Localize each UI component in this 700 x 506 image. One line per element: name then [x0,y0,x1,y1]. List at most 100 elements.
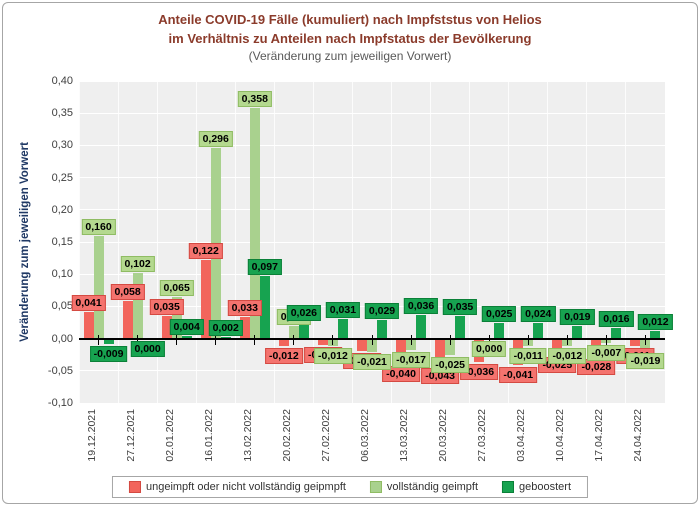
x-tick-label: 02.01.2022 [163,409,176,462]
y-gridline [79,177,665,179]
y-tick-label: -0,05 [47,364,73,377]
bar-ungeimpft [630,338,641,346]
data-label: 0,036 [403,298,439,315]
legend-item: geboostert [502,481,571,493]
bar-geboostert [103,338,114,345]
chart-title-line1: Anteile COVID-19 Fälle (kumuliert) nach … [158,12,542,27]
bar-ungeimpft [435,338,446,367]
axis-tick-mark [605,334,607,345]
x-tick-label: 20.03.2022 [437,409,450,462]
bar-geboostert [650,330,661,339]
axis-tick-mark [176,334,178,345]
x-gridline [586,81,588,403]
data-label: -0,019 [626,352,665,369]
y-tick-label: -0,10 [47,397,73,409]
data-label: 0,031 [325,301,361,318]
x-tick-label: 27.03.2022 [476,409,489,462]
data-label: -0,012 [548,348,587,365]
bar-geboostert [416,315,427,339]
data-label: -0,025 [431,356,470,373]
x-gridline [664,81,666,403]
x-gridline [547,81,549,403]
axis-tick-mark [332,334,334,345]
axis-tick-mark [449,334,451,345]
axis-tick-mark [527,334,529,345]
bar-vollstaendig [132,272,143,339]
x-gridline [273,81,275,403]
data-label: -0,041 [499,367,538,383]
x-gridline [351,81,353,403]
y-tick-label: 0,05 [51,300,73,313]
data-label: -0,007 [587,345,626,362]
axis-tick-mark [566,334,568,345]
bar-ungeimpft [161,316,172,339]
data-label: 0,000 [472,340,507,357]
y-gridline [79,241,665,243]
bar-vollstaendig [445,338,456,355]
legend-label: ungeimpft oder nicht vollständig geipmpf… [145,481,346,493]
bar-geboostert [181,336,192,339]
bar-geboostert [377,319,387,339]
data-label: 0,358 [237,91,272,108]
legend-label: geboostert [519,481,572,493]
x-gridline [625,81,627,403]
data-label: 0,002 [208,320,243,337]
data-label: 0,016 [599,311,634,328]
y-tick-label: 0,10 [51,268,73,281]
x-tick-label: 27.02.2022 [319,409,332,462]
bar-ungeimpft [278,338,289,347]
x-tick-label: 27.12.2021 [124,409,137,462]
data-label: 0,012 [638,313,673,330]
axis-tick-mark [371,334,373,345]
x-tick-label: 03.04.2022 [515,409,528,462]
data-label: -0,021 [353,354,391,371]
data-label: 0,097 [247,259,282,276]
x-gridline [234,81,236,403]
data-label: -0,012 [264,348,303,365]
data-label: 0,065 [159,279,194,296]
data-label: 0,000 [130,340,165,357]
y-gridline [79,402,665,404]
axis-tick-mark [215,334,217,345]
data-label: -0,017 [392,351,430,368]
data-label: 0,058 [110,284,145,301]
legend-item: vollständig geimpft [369,481,479,493]
x-tick-label: 13.02.2022 [241,409,254,462]
data-label: -0,028 [577,358,616,375]
axis-tick-mark [488,334,490,345]
bar-ungeimpft [396,338,407,365]
legend-label: vollständig geimpft [386,481,479,493]
legend-swatch-geboostert [502,481,515,493]
axis-tick-mark [254,334,256,345]
data-label: 0,033 [227,300,262,317]
x-gridline [78,81,80,403]
y-tick-label: 0,35 [51,107,73,120]
axis-tick-mark [293,334,295,345]
axis-tick-mark [137,334,139,345]
bar-geboostert [455,316,466,339]
x-gridline [508,81,510,403]
data-label: 0,019 [560,309,595,326]
bar-vollstaendig [640,338,651,351]
x-tick-label: 24.04.2022 [632,409,645,462]
y-tick-label: 0,15 [51,236,73,248]
x-gridline [391,81,393,403]
y-tick-label: 0,30 [51,139,73,152]
axis-tick-mark [410,334,412,345]
chart-title-line2: im Verhältnis zu Anteilen nach Impfstatu… [168,31,532,46]
legend-item: ungeimpft oder nicht vollständig geipmpf… [128,481,346,493]
chart-title-block: Anteile COVID-19 Fälle (kumuliert) nach … [3,10,697,65]
y-tick-label: 0,00 [51,332,73,345]
bar-ungeimpft [122,301,133,339]
x-gridline [117,81,119,403]
x-tick-label: 16.01.2022 [202,409,215,462]
legend-swatch-vollstaendig [369,481,382,493]
data-label: 0,035 [149,299,184,316]
x-gridline [312,81,314,403]
x-tick-label: 19.12.2021 [85,409,98,462]
x-tick-label: 06.03.2022 [359,409,371,462]
bar-ungeimpft [357,338,367,352]
data-label: -0,012 [314,348,352,365]
data-label: 0,026 [286,304,321,321]
data-label: 0,025 [482,305,517,322]
